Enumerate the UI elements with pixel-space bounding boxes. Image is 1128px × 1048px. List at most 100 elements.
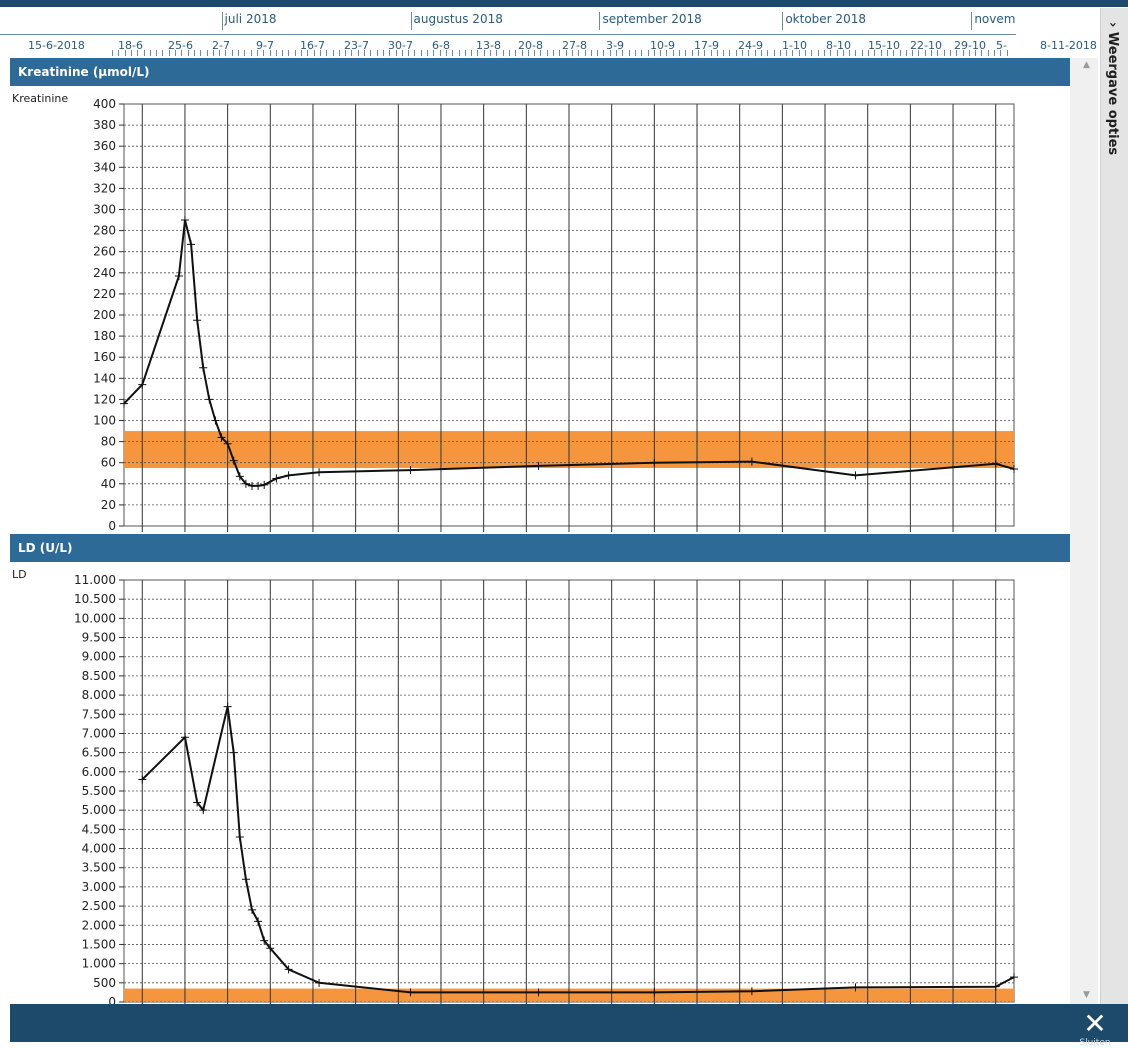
ld-data-point[interactable] [254, 917, 263, 926]
close-button[interactable]: ✕ Sluiten [1075, 1010, 1115, 1048]
ld-data-point[interactable] [747, 987, 756, 996]
ld-data-point[interactable] [1010, 973, 1018, 982]
kreatinine-data-point[interactable] [315, 468, 324, 477]
timeline-day-label: 13-8 [476, 39, 501, 52]
kreatinine-data-point[interactable] [235, 472, 244, 481]
ld-data-point[interactable] [248, 905, 257, 914]
kreatinine-data-point[interactable] [138, 380, 147, 389]
timeline-tick [319, 50, 321, 56]
scroll-down-arrow-icon[interactable]: ▼ [1083, 990, 1090, 1000]
kreatinine-data-point[interactable] [406, 466, 415, 475]
display-options-sidebar[interactable]: › Weergave opties [1100, 8, 1128, 1004]
display-options-toggle[interactable]: › Weergave opties [1105, 22, 1120, 155]
kreatinine-data-point[interactable] [1010, 465, 1018, 474]
ld-data-point[interactable] [284, 965, 293, 974]
ld-panel-header[interactable]: LD (U/L) [10, 534, 1082, 562]
kreatinine-y-tick-label: 80 [101, 435, 116, 449]
kreatinine-data-point[interactable] [650, 458, 659, 467]
ld-data-point[interactable] [223, 702, 232, 711]
timeline-tick [742, 50, 743, 56]
timeline-tick [464, 50, 466, 56]
ld-data-point[interactable] [235, 833, 244, 842]
ld-data-point[interactable] [229, 748, 238, 757]
timeline-day-label: 5- [996, 39, 1007, 52]
ld-data-point[interactable] [241, 875, 250, 884]
ld-data-point[interactable] [991, 982, 1000, 991]
kreatinine-data-point[interactable] [991, 459, 1000, 468]
ld-y-tick-label: 6.000 [82, 765, 116, 779]
kreatinine-data-point[interactable] [120, 399, 128, 408]
timeline-month-label: augustus 2018 [410, 12, 503, 30]
ld-y-tick-label: 2.000 [82, 918, 116, 932]
ld-data-point[interactable] [266, 944, 275, 953]
kreatinine-data-point[interactable] [211, 416, 220, 425]
timeline-tick [823, 50, 825, 56]
timeline-tick [527, 50, 529, 56]
timeline-tick [672, 50, 674, 56]
kreatinine-data-point[interactable] [284, 471, 293, 480]
timeline-tick [502, 50, 504, 56]
timeline-tick [219, 50, 221, 56]
timeline-tick [899, 50, 901, 56]
kreatinine-data-point[interactable] [272, 474, 281, 483]
timeline-tick [559, 50, 561, 56]
ld-data-point[interactable] [199, 806, 208, 815]
ld-data-point[interactable] [851, 983, 860, 992]
kreatinine-data-point[interactable] [747, 457, 756, 466]
kreatinine-data-point[interactable] [187, 240, 196, 249]
kreatinine-data-point[interactable] [534, 461, 543, 470]
timeline-tick [811, 50, 813, 56]
timeline-tick [515, 50, 517, 56]
timeline-tick [288, 50, 290, 56]
timeline-tick [395, 50, 397, 56]
ld-y-tick-label: 5.000 [82, 803, 116, 817]
kreatinine-data-point[interactable] [254, 481, 263, 490]
timeline-tick [779, 50, 781, 56]
kreatinine-data-point[interactable] [180, 216, 189, 225]
timeline-tick [1000, 50, 1002, 56]
kreatinine-data-point[interactable] [851, 471, 860, 480]
kreatinine-data-point[interactable] [229, 456, 238, 465]
timeline-tick [735, 50, 737, 56]
ld-data-point[interactable] [315, 978, 324, 987]
timeline-tick [994, 50, 995, 56]
kreatinine-data-point[interactable] [260, 480, 269, 489]
kreatinine-panel-header[interactable]: Kreatinine (µmol/L) [10, 58, 1082, 86]
timeline-tick [798, 50, 800, 56]
kreatinine-data-point[interactable] [223, 439, 232, 448]
timeline-month-label: oktober 2018 [782, 12, 866, 30]
ld-data-point[interactable] [138, 775, 147, 784]
timeline-tick [748, 50, 750, 56]
timeline-day-label: 10-9 [650, 39, 675, 52]
timeline-tick [401, 50, 403, 56]
ld-y-tick-label: 5.500 [82, 784, 116, 798]
timeline-day-label: 30-7 [388, 39, 413, 52]
timeline-tick [168, 50, 170, 56]
kreatinine-data-point[interactable] [241, 479, 250, 488]
ld-data-point[interactable] [650, 988, 659, 997]
kreatinine-y-tick-label: 20 [101, 498, 116, 512]
timeline-tick [124, 50, 126, 56]
scroll-up-arrow-icon[interactable]: ▲ [1083, 60, 1090, 70]
kreatinine-y-tick-label: 260 [93, 245, 116, 259]
kreatinine-data-point[interactable] [193, 316, 202, 325]
timeline-day-label: 17-9 [694, 39, 719, 52]
ld-data-point[interactable] [193, 798, 202, 807]
ld-data-point[interactable] [534, 988, 543, 997]
timeline-tick [571, 50, 573, 56]
kreatinine-data-point[interactable] [174, 271, 183, 280]
ld-data-point[interactable] [406, 988, 415, 997]
timeline-tick [175, 50, 176, 56]
timeline-day-label: 9-7 [256, 39, 274, 52]
ld-y-tick-label: 7.500 [82, 707, 116, 721]
ld-y-tick-label: 3.500 [82, 861, 116, 875]
kreatinine-data-point[interactable] [217, 433, 226, 442]
ld-data-point[interactable] [180, 733, 189, 742]
timeline-tick [874, 50, 876, 56]
ld-data-point[interactable] [260, 936, 269, 945]
vertical-scrollbar[interactable] [1070, 58, 1098, 1004]
kreatinine-data-point[interactable] [199, 363, 208, 372]
kreatinine-data-point[interactable] [205, 395, 214, 404]
timeline-tick [647, 50, 649, 56]
bottom-bar [10, 1004, 1128, 1042]
